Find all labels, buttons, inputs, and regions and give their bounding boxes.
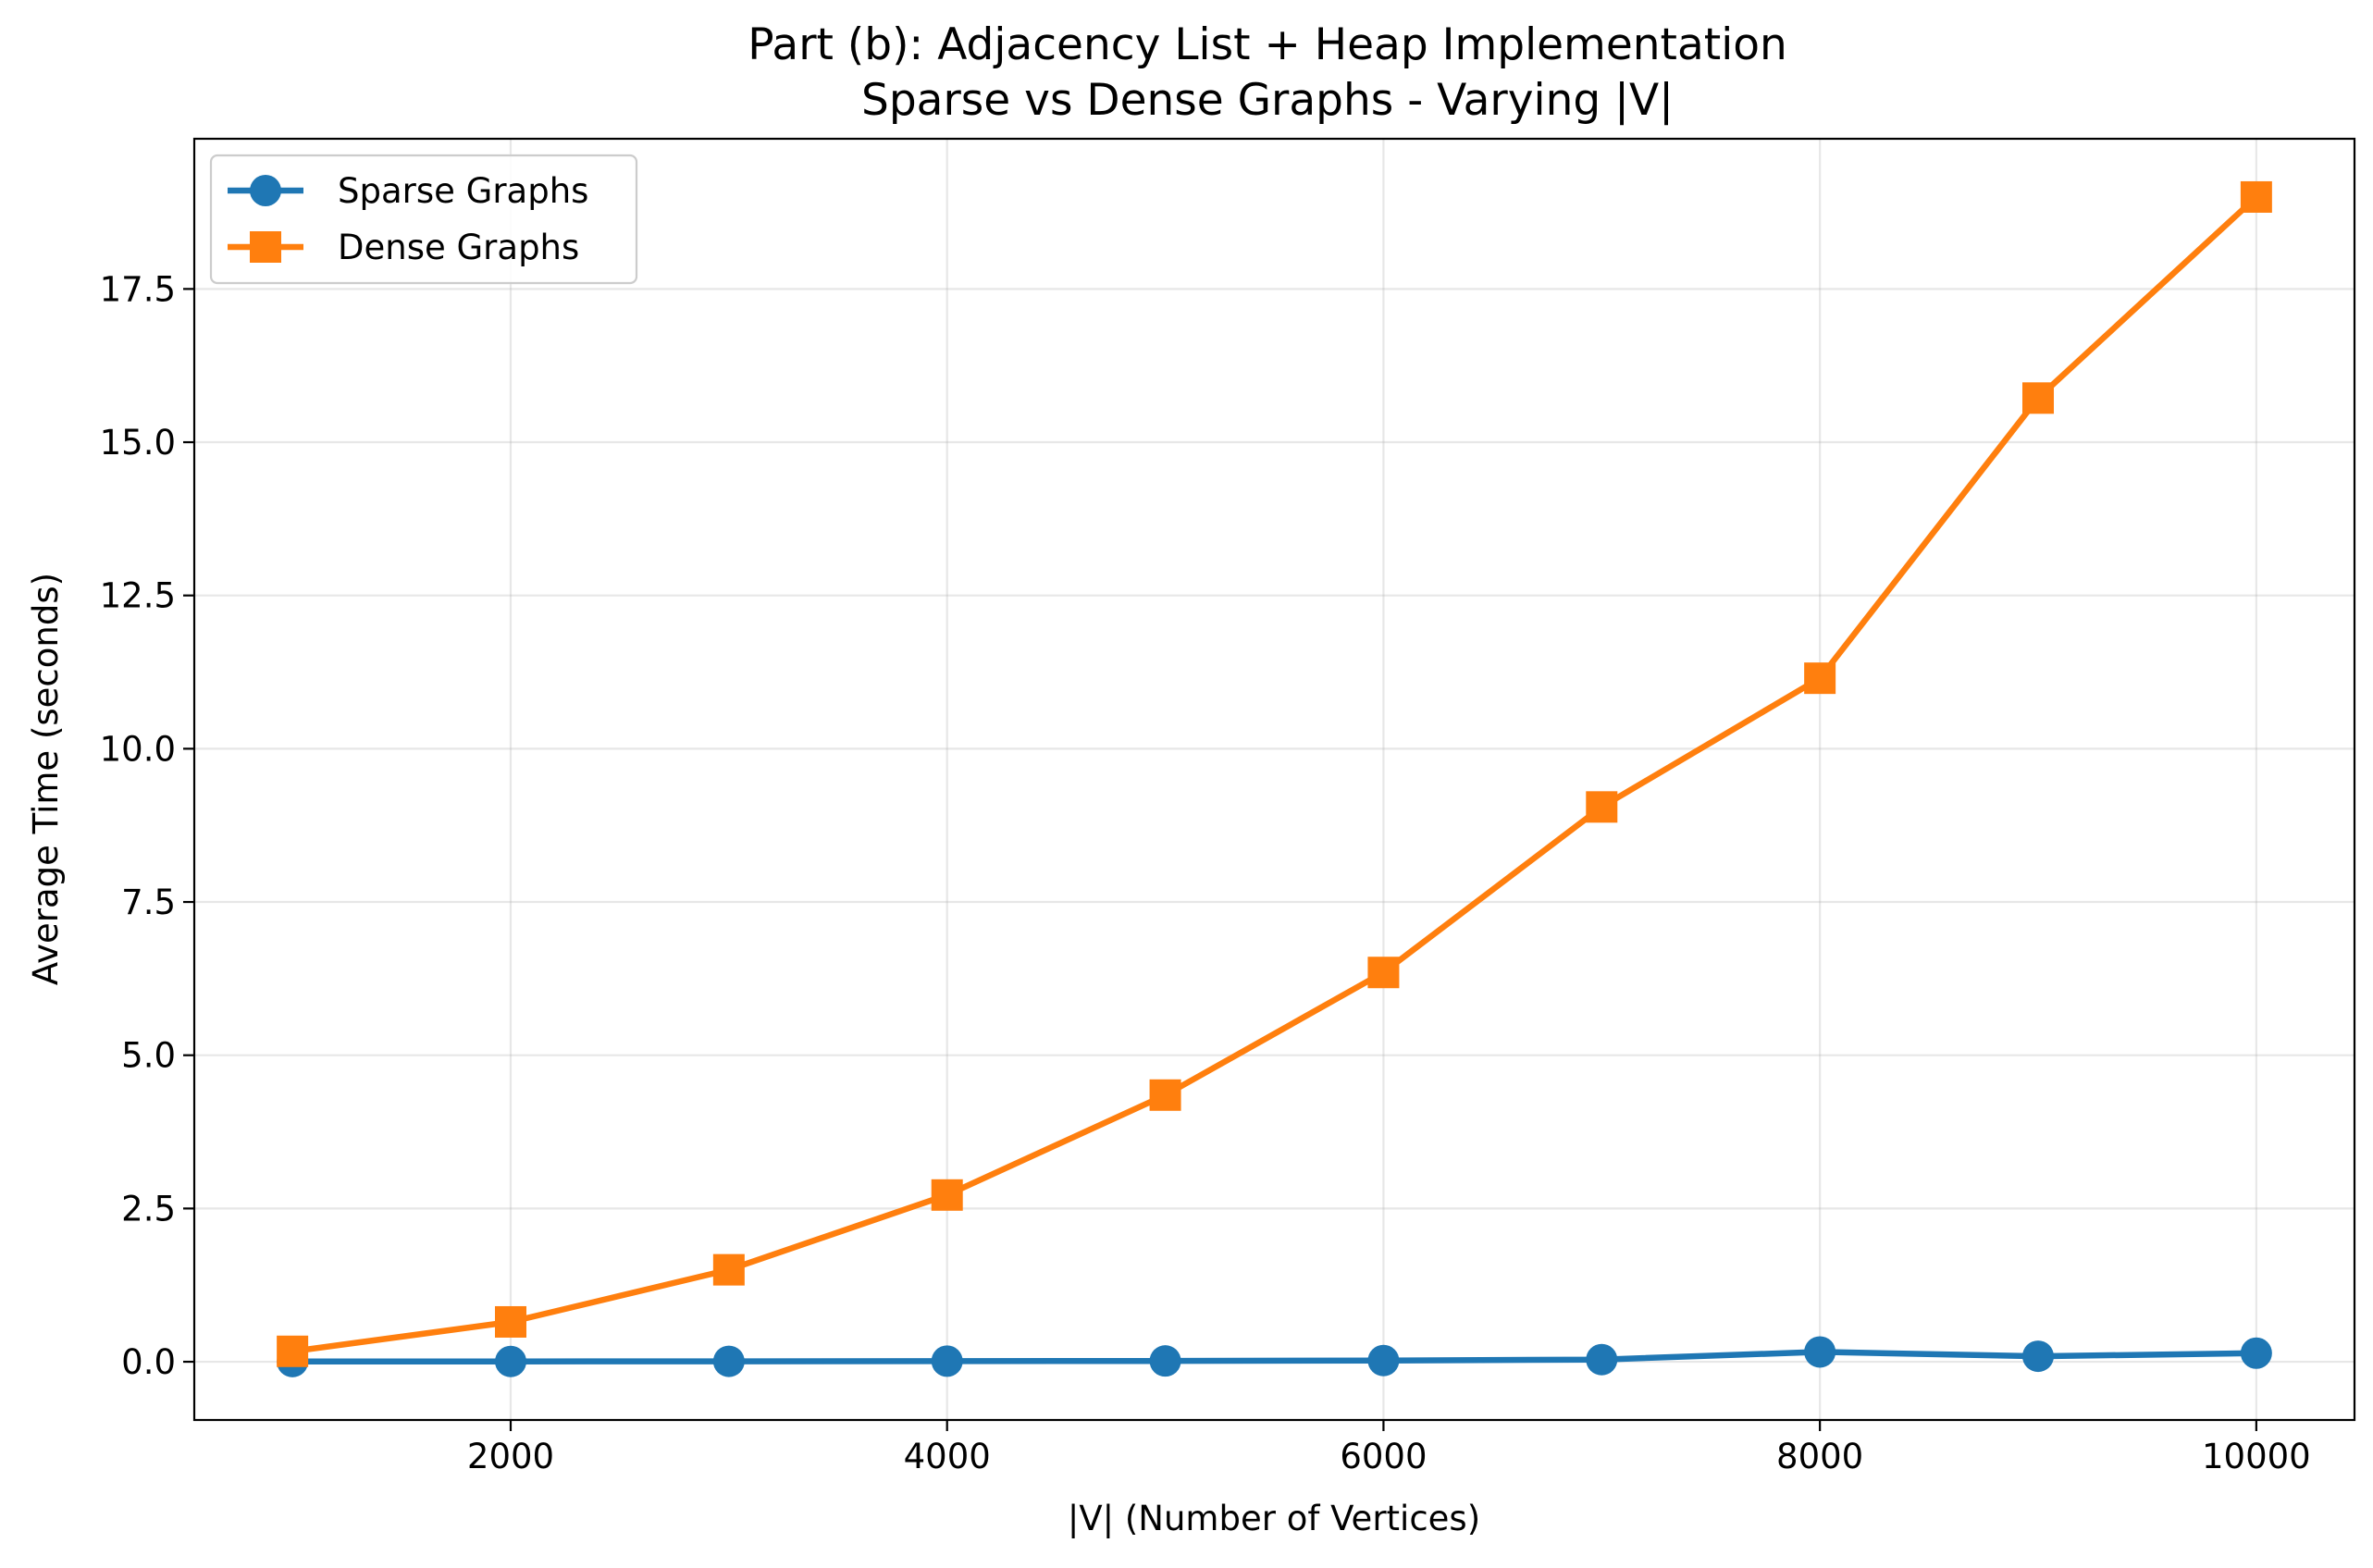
data-point <box>712 1345 745 1377</box>
y-tick-label: 0.0 <box>121 1342 176 1382</box>
y-axis-label: Average Time (seconds) <box>26 573 66 985</box>
x-tick-label: 4000 <box>904 1437 991 1476</box>
x-axis-label: |V| (Number of Vertices) <box>1068 1499 1480 1538</box>
data-point <box>1367 957 1400 989</box>
series-dense-graphs <box>277 180 2272 1367</box>
y-tick-label: 5.0 <box>121 1036 176 1076</box>
data-point <box>1149 1345 1181 1377</box>
data-point <box>2240 180 2272 213</box>
y-tick-label: 7.5 <box>121 883 176 922</box>
data-point <box>2240 1337 2272 1369</box>
legend-label: Sparse Graphs <box>338 171 588 211</box>
legend-label: Dense Graphs <box>338 228 579 267</box>
legend-box <box>209 154 638 285</box>
chart-title-line1: Part (b): Adjacency List + Heap Implemen… <box>748 19 1787 70</box>
x-tick-label: 10000 <box>2202 1437 2311 1476</box>
plot-frame <box>192 137 2356 1422</box>
series-layer <box>277 180 2272 1377</box>
data-point <box>1804 662 1836 695</box>
legend-entry: Dense Graphs <box>228 228 579 267</box>
y-tick-label: 2.5 <box>121 1189 176 1228</box>
y-tick-label: 15.0 <box>100 423 176 463</box>
y-axis-ticks: 0.0 2.5 5.0 7.5 10.0 12.5 15.0 17.5 <box>100 269 194 1382</box>
series-line <box>289 1349 2260 1365</box>
grid <box>194 139 2354 1420</box>
data-point <box>1367 1344 1400 1377</box>
data-point <box>2022 1340 2055 1373</box>
y-tick-label: 12.5 <box>100 576 176 616</box>
data-point <box>494 1345 526 1377</box>
legend-marker <box>250 175 281 206</box>
data-point <box>712 1253 745 1286</box>
x-tick-label: 8000 <box>1776 1437 1863 1476</box>
y-tick-label: 10.0 <box>100 729 176 769</box>
legend-marker <box>250 231 281 263</box>
x-tick-label: 2000 <box>467 1437 554 1476</box>
chart-title-line2: Sparse vs Dense Graphs - Varying |V| <box>861 75 1674 126</box>
y-tick-label: 17.5 <box>100 269 176 309</box>
legend: Sparse Graphs Dense Graphs <box>209 154 638 285</box>
x-axis-ticks: 2000 4000 6000 8000 10000 <box>467 1420 2311 1476</box>
data-point <box>1586 1343 1618 1376</box>
data-point <box>1586 791 1618 823</box>
data-point <box>494 1305 526 1338</box>
data-point <box>277 1335 309 1367</box>
legend-entry: Sparse Graphs <box>228 171 588 211</box>
data-point <box>1149 1079 1181 1111</box>
series-line <box>289 193 2260 1355</box>
data-point <box>2022 382 2055 414</box>
x-tick-label: 6000 <box>1340 1437 1427 1476</box>
data-point <box>931 1179 963 1211</box>
data-point <box>931 1345 963 1377</box>
data-point <box>1804 1336 1836 1368</box>
